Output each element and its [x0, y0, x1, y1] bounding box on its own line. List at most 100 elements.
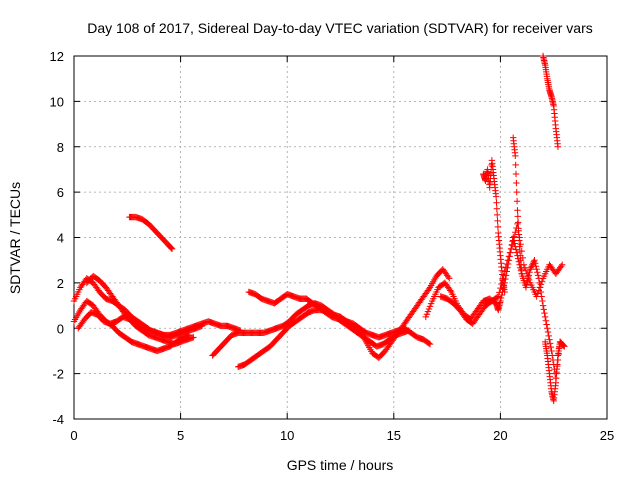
data-point [539, 297, 546, 305]
data-point [494, 223, 502, 231]
y-tick-label: 10 [50, 94, 64, 109]
data-point [534, 269, 541, 276]
data-point [497, 297, 504, 305]
data-point [502, 264, 509, 271]
series-track-m [541, 338, 564, 405]
x-tick-label: 5 [177, 428, 184, 443]
data-point [538, 278, 546, 285]
series-track-e [126, 213, 176, 253]
data-point [506, 249, 514, 256]
data-point [524, 273, 532, 281]
data-point [544, 325, 551, 332]
data-point [514, 207, 521, 214]
data-point [546, 336, 553, 343]
data-point [543, 321, 550, 328]
data-point [495, 293, 502, 300]
data-point [168, 245, 176, 253]
data-point [493, 199, 500, 206]
data-point [546, 340, 554, 347]
data-point [515, 225, 522, 232]
data-point [509, 237, 517, 244]
data-point [514, 219, 522, 226]
data-point [512, 152, 519, 160]
data-point [513, 179, 520, 187]
data-point [424, 308, 432, 315]
data-point [444, 273, 452, 281]
data-point [534, 290, 541, 297]
data-point [513, 249, 520, 256]
data-point [500, 272, 507, 279]
data-point [542, 317, 550, 324]
data-point [529, 261, 536, 268]
data-point [533, 293, 540, 300]
data-point [540, 306, 547, 313]
data-point [494, 217, 501, 225]
data-point [167, 244, 174, 251]
data-point [512, 229, 519, 236]
series-track-l [539, 52, 562, 150]
data-point [554, 143, 562, 150]
data-point [503, 260, 510, 268]
data-point [494, 294, 501, 301]
y-tick-label: 4 [57, 231, 64, 246]
data-point [493, 205, 501, 212]
data-point [513, 188, 520, 196]
data-point [536, 284, 544, 291]
data-point [513, 198, 521, 205]
axis-ticks: 0 5 10 15 20 25 -4 -2 0 2 4 6 8 10 12 [50, 49, 615, 443]
data-point [497, 284, 504, 292]
y-tick-label: 12 [50, 49, 64, 64]
data-point [527, 264, 535, 271]
data-point [426, 340, 434, 348]
x-tick-label: 0 [70, 428, 77, 443]
data-point [425, 305, 433, 313]
y-tick-label: -2 [52, 367, 64, 382]
data-point [512, 161, 519, 169]
data-point [522, 267, 530, 274]
series-track-g [234, 266, 453, 371]
data-point [426, 303, 434, 310]
data-point [507, 245, 515, 253]
data-point [198, 322, 206, 330]
data-point [512, 170, 520, 178]
y-tick-label: -4 [52, 412, 64, 427]
data-point [541, 309, 548, 317]
x-tick-label: 20 [493, 428, 507, 443]
data-point [521, 264, 529, 271]
data-point [516, 237, 523, 244]
data-point [422, 313, 429, 321]
data-point [514, 213, 522, 220]
data-point [518, 270, 525, 277]
data-point [532, 260, 539, 267]
y-tick-label: 0 [57, 321, 64, 336]
data-point [523, 281, 530, 288]
data-point [532, 263, 540, 270]
grid-lines [74, 56, 607, 419]
series-track-n [509, 134, 525, 277]
data-point [559, 341, 567, 349]
data-point [544, 328, 552, 336]
data-point [531, 256, 538, 264]
data-point [537, 281, 545, 288]
data-point [504, 256, 512, 264]
series-track-i [422, 234, 568, 382]
data-points [70, 52, 568, 405]
data-point [494, 211, 501, 219]
data-point [539, 302, 547, 309]
data-point [559, 261, 566, 268]
x-tick-label: 25 [600, 428, 614, 443]
data-point [511, 233, 518, 240]
data-point [556, 338, 564, 346]
data-point [533, 266, 540, 273]
data-point [525, 276, 533, 284]
data-point [522, 284, 530, 291]
data-point [492, 193, 500, 200]
data-point [534, 272, 542, 279]
y-tick-label: 2 [57, 276, 64, 291]
data-point [168, 244, 175, 252]
y-tick-label: 8 [57, 140, 64, 155]
data-point [512, 246, 520, 253]
data-point [190, 334, 197, 341]
data-point [425, 340, 433, 347]
